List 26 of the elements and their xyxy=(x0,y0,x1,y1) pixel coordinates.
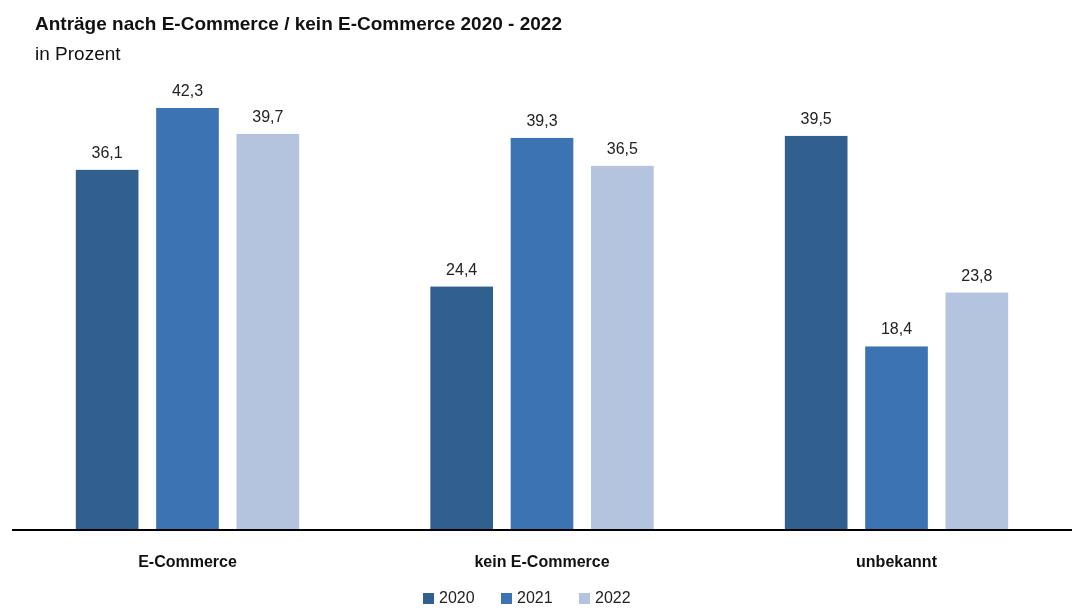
bar xyxy=(865,346,928,530)
data-label: 36,5 xyxy=(606,139,639,157)
x-tick-label: unbekannt xyxy=(856,553,938,570)
legend-label: 2020 xyxy=(439,589,475,606)
legend-label: 2022 xyxy=(595,589,631,606)
data-label: 39,7 xyxy=(252,107,284,125)
chart-title: Anträge nach E-Commerce / kein E-Commerce 2020 - 2022 xyxy=(35,13,562,34)
data-label: 39,5 xyxy=(800,109,832,127)
chart-subtitle: in Prozent xyxy=(35,43,122,64)
bar xyxy=(156,108,219,530)
bar xyxy=(430,286,493,530)
x-tick-label: kein E-Commerce xyxy=(474,553,610,570)
bar xyxy=(945,292,1009,530)
bar xyxy=(591,165,654,530)
bar xyxy=(75,169,139,530)
legend-label: 2021 xyxy=(517,589,553,606)
bar xyxy=(510,137,574,530)
data-label: 36,1 xyxy=(91,143,123,161)
data-label: 24,4 xyxy=(446,260,478,278)
data-label: 23,8 xyxy=(961,266,993,284)
bar xyxy=(236,133,300,530)
x-tick-label: E-Commerce xyxy=(138,553,237,570)
bar xyxy=(784,135,848,530)
data-label: 39,3 xyxy=(526,111,558,129)
data-label: 18,4 xyxy=(880,320,913,338)
data-label: 42,3 xyxy=(171,82,204,99)
